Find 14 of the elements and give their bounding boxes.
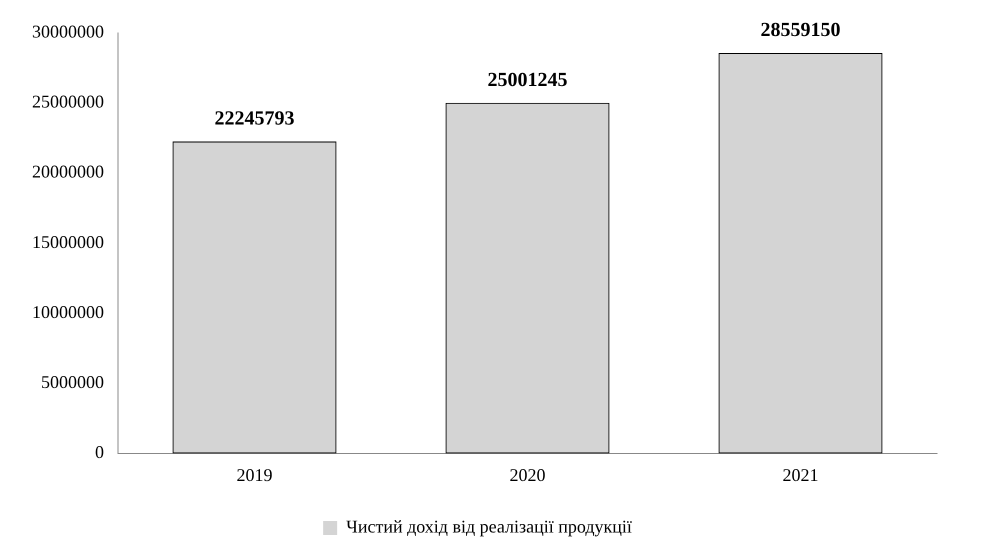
x-tick-label: 2021 bbox=[782, 464, 818, 485]
x-tick-label: 2020 bbox=[510, 464, 546, 485]
x-tick-label: 2019 bbox=[236, 464, 272, 485]
data-label: 25001245 bbox=[488, 69, 568, 92]
data-label: 22245793 bbox=[214, 108, 294, 130]
y-tick-label: 10000000 bbox=[32, 302, 104, 322]
y-tick-label: 15000000 bbox=[32, 232, 104, 252]
y-tick-label: 30000000 bbox=[32, 22, 104, 42]
data-label: 28559150 bbox=[760, 19, 840, 42]
y-tick-label: 0 bbox=[95, 442, 104, 462]
y-tick-label: 20000000 bbox=[32, 162, 104, 182]
y-tick-label: 25000000 bbox=[32, 92, 104, 112]
legend-label: Чистий дохід від реалізації продукції bbox=[346, 516, 632, 537]
y-tick-label: 5000000 bbox=[41, 372, 104, 392]
